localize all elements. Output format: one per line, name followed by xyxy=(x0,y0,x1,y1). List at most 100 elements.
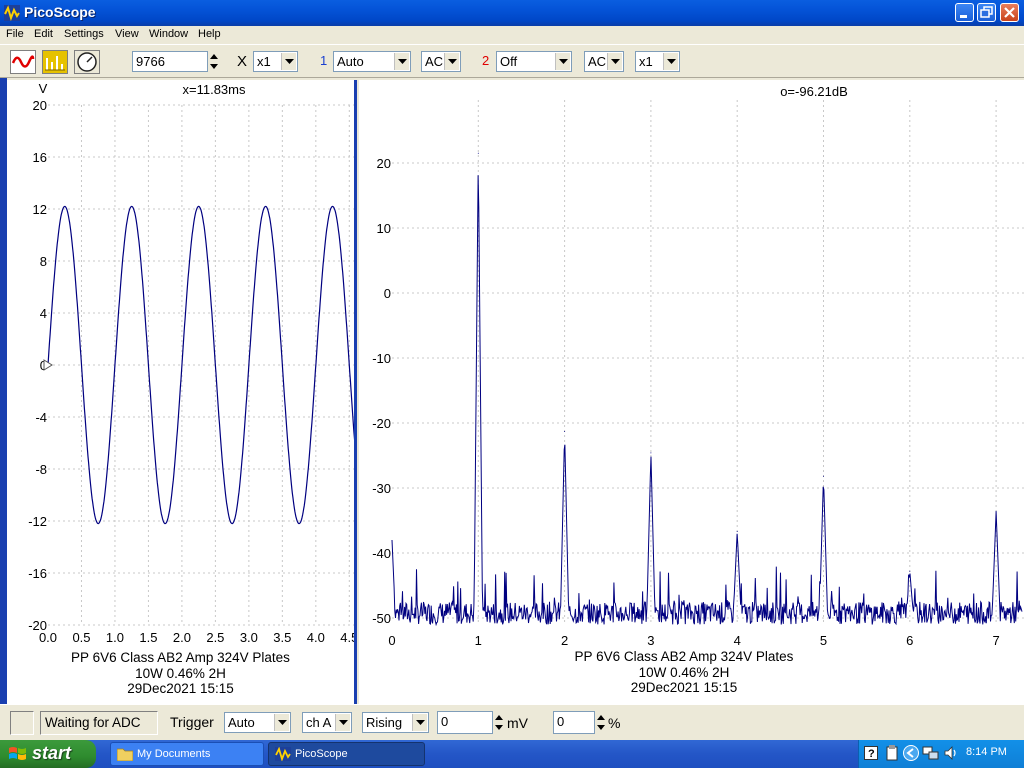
x-multiplier-select[interactable]: x1 xyxy=(253,51,298,72)
chevron-down-icon[interactable] xyxy=(663,53,678,70)
scope-chart[interactable]: 0.0 0.5 1.0 1.5 2.0 2.5 3.0 3.5 4.0 4.5 20 16 12 8 4 0 -… xyxy=(7,80,354,704)
spectrum-icon xyxy=(43,51,67,73)
channel-2-multiplier-value: x1 xyxy=(639,54,653,69)
chevron-left-icon[interactable] xyxy=(903,745,919,761)
threshold-spinner[interactable] xyxy=(493,712,505,733)
scope-caption-line-3: 29Dec2021 15:15 xyxy=(127,681,234,696)
folder-icon xyxy=(117,748,133,761)
taskbar-item-picoscope[interactable]: PicoScope xyxy=(268,742,425,766)
menu-view[interactable]: View xyxy=(115,28,139,40)
menu-help[interactable]: Help xyxy=(198,28,221,40)
trigger-channel-select[interactable]: ch A xyxy=(302,712,352,733)
meter-view-button[interactable] xyxy=(74,50,100,74)
channel-1-range-select[interactable]: Auto xyxy=(333,51,411,72)
windows-logo-icon xyxy=(9,747,26,760)
trigger-mode-select[interactable]: Auto xyxy=(224,712,291,733)
system-tray xyxy=(858,740,1024,768)
zero-level-marker xyxy=(43,359,53,371)
spectrum-y-tick-label: 10 xyxy=(377,221,391,236)
chevron-down-icon[interactable] xyxy=(281,53,296,70)
chevron-down-icon[interactable] xyxy=(444,53,459,70)
volume-icon[interactable] xyxy=(943,745,959,761)
trigger-edge-value: Rising xyxy=(366,715,403,730)
picoscope-app-icon xyxy=(4,5,20,21)
spectrum-cursor-readout: o=-96.21dB xyxy=(780,84,848,99)
channel-2-multiplier-select[interactable]: x1 xyxy=(635,51,680,72)
spectrum-chart[interactable]: 0 1 2 3 4 5 6 7 20 10 0 -10 -20 -30 -40 -50 o=-96.21dB xyxy=(359,80,1024,704)
x-multiplier-value: x1 xyxy=(257,54,271,69)
scope-y-tick-label: -8 xyxy=(35,462,47,477)
chevron-down-icon[interactable] xyxy=(335,714,350,731)
taskbar-item-my-documents[interactable]: My Documents xyxy=(110,742,264,766)
adc-status: Waiting for ADC xyxy=(40,711,158,735)
network-icon[interactable] xyxy=(922,745,940,761)
channel-2-coupling-select[interactable]: AC xyxy=(584,51,624,72)
timebase-input[interactable]: 9766 xyxy=(132,51,208,72)
chevron-down-icon[interactable] xyxy=(274,714,289,731)
chevron-down-icon[interactable] xyxy=(607,53,622,70)
trigger-threshold-input[interactable]: 0 xyxy=(437,711,493,734)
harmonic-peak-7 xyxy=(995,510,997,512)
spectrum-trace-line xyxy=(391,175,1023,627)
delay-spinner[interactable] xyxy=(595,712,607,733)
spectrum-view-button[interactable] xyxy=(42,50,68,74)
channel-2-range-select[interactable]: Off xyxy=(496,51,572,72)
scope-y-tick-label: 4 xyxy=(40,306,47,321)
taskbar-item-label: My Documents xyxy=(137,748,211,760)
scope-y-tick-label: -16 xyxy=(28,566,47,581)
spectrum-y-tick-label: -40 xyxy=(372,546,391,561)
spectrum-caption-line-1: PP 6V6 Class AB2 Amp 324V Plates xyxy=(574,649,794,664)
scope-x-tick-label: 2.5 xyxy=(206,630,224,645)
scope-view-panel[interactable]: 0.0 0.5 1.0 1.5 2.0 2.5 3.0 3.5 4.0 4.5 20 16 12 8 4 0 -… xyxy=(7,80,357,704)
harmonic-peak-6 xyxy=(909,570,911,572)
spectrum-x-tick-label: 4 xyxy=(734,633,741,648)
spectrum-y-tick-label: -20 xyxy=(372,416,391,431)
menu-window[interactable]: Window xyxy=(149,28,189,40)
taskbar-item-label: PicoScope xyxy=(295,748,348,760)
channel-2-coupling-value: AC xyxy=(588,54,607,69)
menu-bar: File Edit Settings View Window Help xyxy=(0,26,1024,44)
chevron-down-icon[interactable] xyxy=(555,53,570,70)
clipboard-icon[interactable] xyxy=(886,745,898,761)
scope-x-tick-label: 1.0 xyxy=(106,630,124,645)
threshold-unit: mV xyxy=(507,715,528,731)
chevron-down-icon[interactable] xyxy=(412,714,427,731)
menu-edit[interactable]: Edit xyxy=(34,28,53,40)
minimize-button[interactable] xyxy=(955,3,974,22)
run-stop-button[interactable] xyxy=(10,711,34,735)
menu-settings[interactable]: Settings xyxy=(64,28,104,40)
scope-caption-line-1: PP 6V6 Class AB2 Amp 324V Plates xyxy=(71,650,290,665)
spectrum-x-tick-label: 6 xyxy=(906,633,913,648)
scope-y-tick-label: 12 xyxy=(33,202,47,217)
scope-x-tick-label: 1.5 xyxy=(139,630,157,645)
menu-file[interactable]: File xyxy=(6,28,24,40)
scope-view-button[interactable] xyxy=(10,50,36,74)
timebase-spinner[interactable] xyxy=(208,51,220,72)
meter-gauge-icon xyxy=(77,52,97,72)
scope-x-tick-label: 2.0 xyxy=(173,630,191,645)
channel-1-label: 1 xyxy=(320,53,328,68)
spectrum-view-panel[interactable]: 0 1 2 3 4 5 6 7 20 10 0 -10 -20 -30 -40 -50 o=-96.21dB P… xyxy=(359,80,1024,704)
window-title: PicoScope xyxy=(24,4,96,20)
spectrum-y-tick-label: -30 xyxy=(372,481,391,496)
trigger-mode-value: Auto xyxy=(228,715,255,730)
close-icon xyxy=(1004,7,1015,18)
scope-y-tick-label: 16 xyxy=(33,150,47,165)
close-button[interactable] xyxy=(1000,3,1019,22)
trigger-delay-input[interactable]: 0 xyxy=(553,711,595,734)
help-icon[interactable]: ? xyxy=(864,746,878,760)
trigger-edge-select[interactable]: Rising xyxy=(362,712,429,733)
trigger-status-bar: Waiting for ADC Trigger Auto ch A Rising… xyxy=(0,704,1024,741)
picoscope-icon xyxy=(275,747,291,761)
scope-view-frame xyxy=(0,78,7,706)
restore-button[interactable] xyxy=(977,3,996,22)
channel-1-coupling-select[interactable]: AC xyxy=(421,51,461,72)
scope-x-tick-label: 3.0 xyxy=(240,630,258,645)
chevron-down-icon[interactable] xyxy=(394,53,409,70)
spectrum-x-tick-label: 0 xyxy=(388,633,395,648)
spectrum-x-tick-label: 5 xyxy=(820,633,827,648)
oscilloscope-icon xyxy=(11,51,35,73)
clock: 8:14 PM xyxy=(966,746,1007,758)
title-bar[interactable] xyxy=(0,0,1024,26)
channel-1-coupling-value: AC xyxy=(425,54,444,69)
